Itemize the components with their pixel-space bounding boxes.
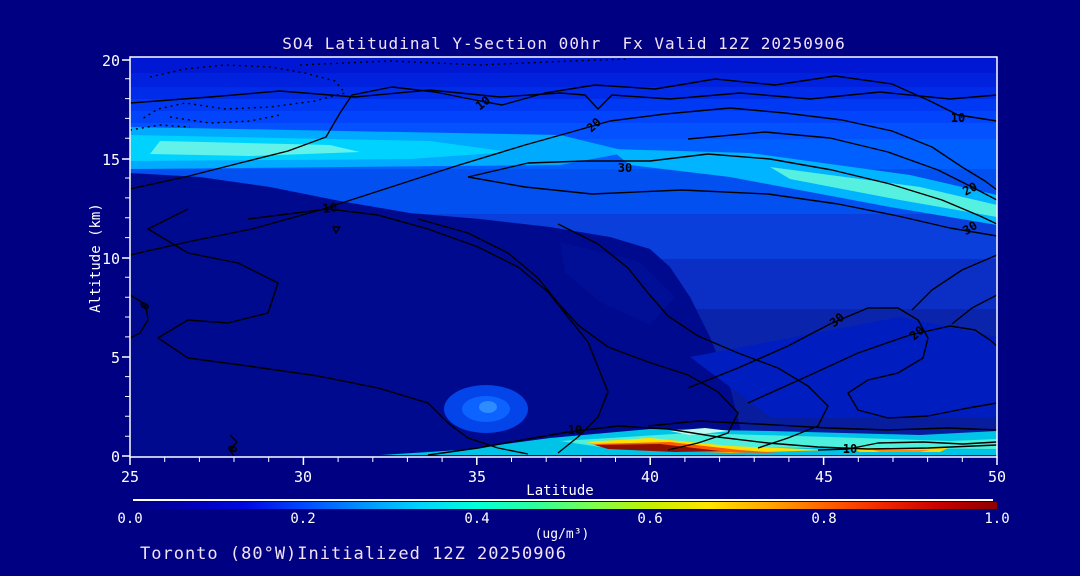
plot-frame — [129, 56, 998, 458]
x-major-ticks — [129, 457, 998, 465]
contour-lines — [130, 58, 997, 457]
y-tick-5: 5 — [110, 349, 120, 367]
y-tick-15: 15 — [101, 151, 120, 169]
x-axis-label: Latitude — [526, 483, 594, 499]
cbar-tick-1.0: 1.0 — [984, 511, 1010, 527]
colorbar-top-line — [133, 499, 993, 501]
cbar-tick-0.2: 0.2 — [290, 511, 316, 527]
y-tick-0: 0 — [110, 448, 120, 466]
cbar-tick-0.0: 0.0 — [117, 511, 143, 527]
y-major-ticks — [122, 59, 130, 457]
cbar-tick-0.4: 0.4 — [464, 511, 490, 527]
x-tick-30: 30 — [293, 468, 313, 486]
cbar-tick-0.8: 0.8 — [811, 511, 837, 527]
init-caption: Toronto (80°W)Initialized 12Z 20250906 — [140, 544, 567, 564]
colorbar-gradient — [130, 502, 997, 509]
y-minor-ticks — [125, 78, 130, 437]
cbar-tick-0.6: 0.6 — [637, 511, 663, 527]
y-tick-20: 20 — [101, 52, 120, 70]
contour-label: 10 — [843, 442, 857, 456]
filled-contour-field: 10 20 30 10 20 30 10 0 0 10 10 30 20 — [130, 57, 997, 457]
axes — [122, 56, 998, 465]
contour-label: 10 — [322, 200, 338, 216]
x-tick-45: 45 — [814, 468, 834, 486]
contour-label: 0 — [225, 444, 240, 455]
contour-label: 10 — [568, 423, 582, 437]
contour-label: 30 — [618, 161, 632, 175]
colorbar-units-label: (ug/m³) — [534, 527, 590, 542]
contour-label: 20 — [960, 179, 979, 198]
x-tick-40: 40 — [640, 468, 660, 486]
contour-label: 30 — [960, 218, 980, 238]
x-minor-ticks — [164, 457, 963, 462]
x-tick-50: 50 — [987, 468, 1007, 486]
x-tick-35: 35 — [467, 468, 487, 486]
x-tick-25: 25 — [120, 468, 140, 486]
contour-label: 10 — [951, 111, 965, 125]
plot-title: SO4 Latitudinal Y-Section 00hr Fx Valid … — [282, 34, 846, 53]
y-tick-10: 10 — [101, 250, 120, 268]
